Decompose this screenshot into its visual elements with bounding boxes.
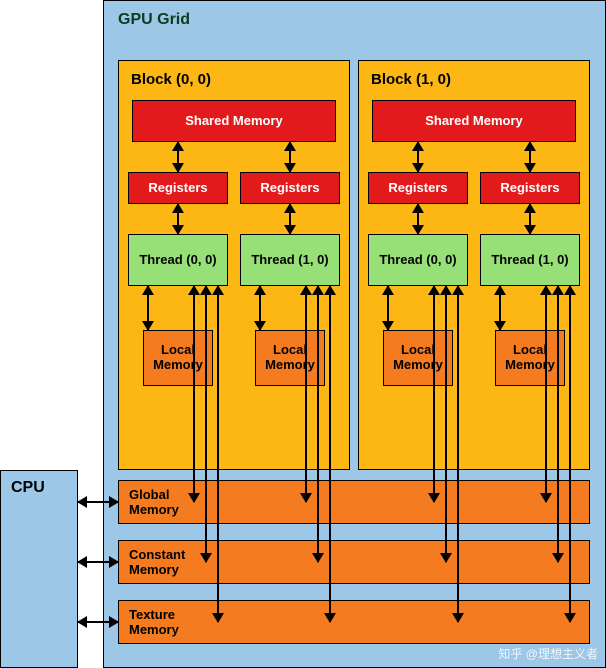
arrow-v	[569, 286, 571, 622]
arrow-v	[417, 142, 419, 172]
block-title-0: Block (0, 0)	[119, 61, 349, 98]
arrow-v	[457, 286, 459, 622]
watermark: 知乎 @理想主义者	[498, 645, 598, 662]
registers-0-0: Registers	[128, 172, 228, 204]
texture-memory: Texture Memory	[118, 600, 590, 644]
arrow-v	[305, 286, 307, 502]
local-memory-0-0: Local Memory	[143, 330, 213, 386]
gpu-grid-title: GPU Grid	[104, 1, 605, 39]
shared-memory-0: Shared Memory	[132, 100, 336, 142]
registers-0-1: Registers	[240, 172, 340, 204]
registers-1-1: Registers	[480, 172, 580, 204]
thread-1-0: Thread (0, 0)	[368, 234, 468, 286]
arrow-v	[289, 204, 291, 234]
arrow-v	[387, 286, 389, 330]
registers-1-0: Registers	[368, 172, 468, 204]
arrow-v	[329, 286, 331, 622]
cpu-label: CPU	[1, 471, 77, 505]
block-title-1: Block (1, 0)	[359, 61, 589, 98]
arrow-v	[177, 204, 179, 234]
thread-1-1: Thread (1, 0)	[480, 234, 580, 286]
arrow-v	[445, 286, 447, 562]
arrow-v	[529, 142, 531, 172]
arrow-v	[289, 142, 291, 172]
arrow-h	[78, 621, 118, 623]
arrow-v	[417, 204, 419, 234]
constant-memory-label: Constant Memory	[119, 541, 589, 583]
local-memory-1-1: Local Memory	[495, 330, 565, 386]
local-memory-1-0: Local Memory	[383, 330, 453, 386]
thread-0-0: Thread (0, 0)	[128, 234, 228, 286]
arrow-v	[557, 286, 559, 562]
arrow-v	[317, 286, 319, 562]
arrow-v	[499, 286, 501, 330]
arrow-v	[177, 142, 179, 172]
shared-memory-1: Shared Memory	[372, 100, 576, 142]
thread-0-1: Thread (1, 0)	[240, 234, 340, 286]
arrow-v	[259, 286, 261, 330]
texture-memory-label: Texture Memory	[119, 601, 589, 643]
arrow-v	[217, 286, 219, 622]
cpu: CPU	[0, 470, 78, 668]
arrow-v	[205, 286, 207, 562]
arrow-v	[147, 286, 149, 330]
arrow-v	[545, 286, 547, 502]
local-memory-0-1: Local Memory	[255, 330, 325, 386]
arrow-v	[529, 204, 531, 234]
constant-memory: Constant Memory	[118, 540, 590, 584]
arrow-h	[78, 501, 118, 503]
arrow-h	[78, 561, 118, 563]
arrow-v	[433, 286, 435, 502]
arrow-v	[193, 286, 195, 502]
